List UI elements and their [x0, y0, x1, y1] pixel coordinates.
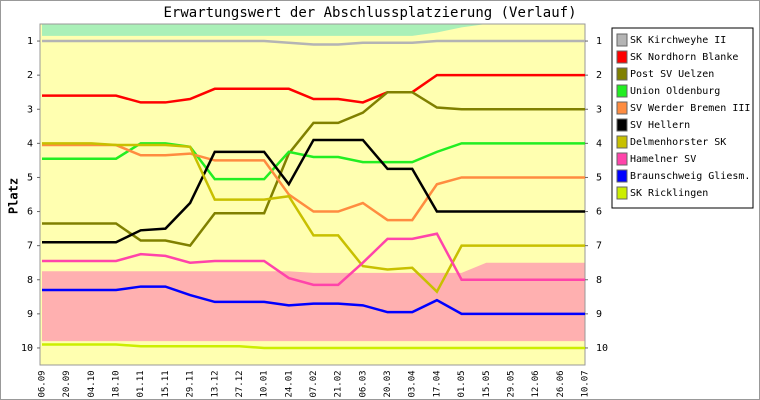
y-tick-label-right: 3: [596, 104, 602, 115]
y-tick-label: 8: [27, 275, 33, 286]
series-line: [42, 39, 585, 46]
x-tick-label: 01.11: [136, 370, 146, 397]
x-tick-label: 15.05: [482, 370, 492, 397]
legend-label: SV Hellern: [630, 120, 690, 131]
legend-label: SK Ricklingen: [630, 188, 708, 199]
x-tick-label: 29.11: [186, 370, 196, 397]
x-tick-label: 10.07: [581, 370, 591, 397]
y-tick-label: 4: [27, 138, 33, 149]
x-tick-label: 24.01: [284, 370, 294, 397]
y-tick-label: 7: [27, 241, 33, 252]
legend-label: Post SV Uelzen: [630, 69, 714, 80]
y-tick-label-right: 9: [596, 309, 602, 320]
series-line: [42, 142, 585, 294]
x-tick-label: 15.11: [161, 370, 171, 397]
chart-title: Erwartungswert der Abschlussplatzierung …: [163, 5, 576, 21]
legend: [611, 27, 754, 209]
legend-swatch: [616, 101, 628, 115]
x-tick-label: 06.09: [38, 370, 48, 397]
series-line: [42, 142, 585, 181]
x-tick-label: 26.06: [556, 370, 566, 397]
legend-swatch: [616, 84, 628, 98]
y-tick-label-right: 7: [596, 241, 602, 252]
x-tick-label: 07.02: [309, 370, 319, 397]
legend-label: SK Kirchweyhe II: [630, 35, 726, 46]
legend-swatch: [616, 33, 628, 47]
x-tick-label: 06.03: [358, 370, 368, 397]
legend-swatch: [616, 50, 628, 64]
y-tick-label-right: 6: [596, 207, 602, 218]
series-line: [42, 285, 585, 316]
plot-border: [39, 23, 586, 366]
legend-swatch: [616, 186, 628, 200]
x-tick-label: 21.02: [334, 370, 344, 397]
legend-swatch: [616, 118, 628, 132]
y-tick-label-right: 5: [596, 172, 602, 183]
series-line: [42, 138, 585, 244]
x-tick-label: 01.05: [457, 370, 467, 397]
y-tick-label-right: 10: [596, 343, 608, 354]
legend-label: Braunschweig Gliesm.: [630, 171, 750, 182]
y-axis-label: Platz: [7, 178, 21, 214]
x-tick-label: 18.10: [112, 370, 122, 397]
legend-swatch: [616, 169, 628, 183]
y-tick-label-right: 8: [596, 275, 602, 286]
y-tick-label: 3: [27, 104, 33, 115]
y-tick-label: 10: [21, 343, 33, 354]
legend-swatch: [616, 67, 628, 81]
zone: [42, 262, 585, 342]
x-tick-label: 13.12: [210, 370, 220, 397]
y-tick-label: 2: [27, 70, 33, 81]
legend-label: Hamelner SV: [630, 154, 696, 165]
series-line: [42, 232, 585, 287]
legend-swatch: [616, 135, 628, 149]
y-tick-label: 1: [27, 36, 33, 47]
legend-label: Delmenhorster SK: [630, 137, 726, 148]
y-tick-label-right: 1: [596, 36, 602, 47]
series-line: [42, 73, 585, 104]
x-tick-label: 03.04: [408, 370, 418, 397]
x-tick-label: 27.12: [235, 370, 245, 397]
x-tick-label: 17.04: [432, 370, 442, 397]
x-tick-label: 29.05: [506, 370, 516, 397]
y-tick-label: 5: [27, 172, 33, 183]
x-tick-label: 12.06: [531, 370, 541, 397]
x-tick-label: 20.03: [383, 370, 393, 397]
legend-label: Union Oldenburg: [630, 86, 720, 97]
x-tick-label: 10.01: [260, 370, 270, 397]
x-tick-label: 20.09: [62, 370, 72, 397]
y-tick-label: 9: [27, 309, 33, 320]
legend-swatch: [616, 152, 628, 166]
y-tick-label: 6: [27, 207, 33, 218]
legend-label: SV Werder Bremen III: [630, 103, 750, 114]
legend-label: SK Nordhorn Blanke: [630, 52, 738, 63]
zone: [42, 24, 585, 36]
series-line: [42, 343, 585, 350]
series-line: [42, 143, 585, 222]
y-tick-label-right: 4: [596, 138, 602, 149]
x-tick-label: 04.10: [87, 370, 97, 397]
y-tick-label-right: 2: [596, 70, 602, 81]
